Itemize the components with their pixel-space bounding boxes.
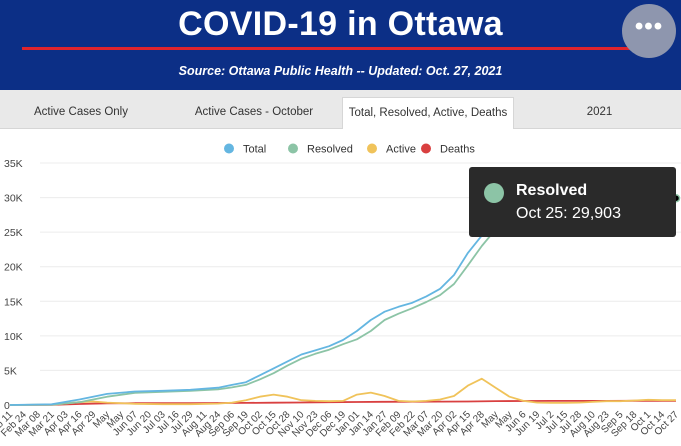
more-options-button[interactable]: ••• [622,4,676,58]
legend-marker-deaths [421,143,431,154]
tab-total-resolved-active-deaths[interactable]: Total, Resolved, Active, Deaths [342,97,514,129]
chart-svg: Total Resolved Active Deaths 0 5K 10K 15K 20K 25… [0,143,681,440]
legend-item-resolved[interactable]: Resolved [307,144,353,156]
source-subtitle: Source: Ottawa Public Health -- Updated:… [178,64,503,78]
tooltip-series-name: Resolved [516,182,588,199]
y-tick-label: 10K [4,331,23,343]
tab-bar: Active Cases Only Active Cases - October… [0,90,681,129]
y-tick-label: 35K [4,158,23,170]
tooltip-value: Oct 25: 29,903 [516,205,621,222]
chart-tooltip: Resolved Oct 25: 29,903 [469,167,676,237]
tab-2021[interactable]: 2021 [586,106,613,118]
legend-item-active[interactable]: Active [386,144,416,156]
legend-marker-resolved [288,143,298,154]
legend-item-deaths[interactable]: Deaths [440,144,475,156]
series-line-active[interactable] [9,377,676,406]
chart-legend: Total Resolved Active Deaths [224,143,475,156]
tab-active-cases-october[interactable]: Active Cases - October [194,106,314,118]
header-bar: COVID-19 in Ottawa Source: Ottawa Public… [0,0,681,90]
page-title: COVID-19 in Ottawa [178,5,503,43]
title-underline [22,47,637,50]
y-tick-label: 20K [4,262,23,274]
legend-marker-total [224,143,234,154]
covid-line-chart: Total Resolved Active Deaths 0 5K 10K 15K 20K 25… [0,129,681,441]
y-tick-label: 30K [4,193,23,205]
y-tick-label: 0 [4,400,10,412]
legend-item-total[interactable]: Total [243,144,266,156]
y-axis-ticks: 0 5K 10K 15K 20K 25K 30K 35K [4,158,23,412]
y-tick-label: 5K [4,365,17,377]
legend-marker-active [367,143,377,154]
y-tick-label: 25K [4,227,23,239]
y-tick-label: 15K [4,296,23,308]
tooltip-series-dot [484,183,504,203]
tab-active-cases-only[interactable]: Active Cases Only [34,106,128,118]
